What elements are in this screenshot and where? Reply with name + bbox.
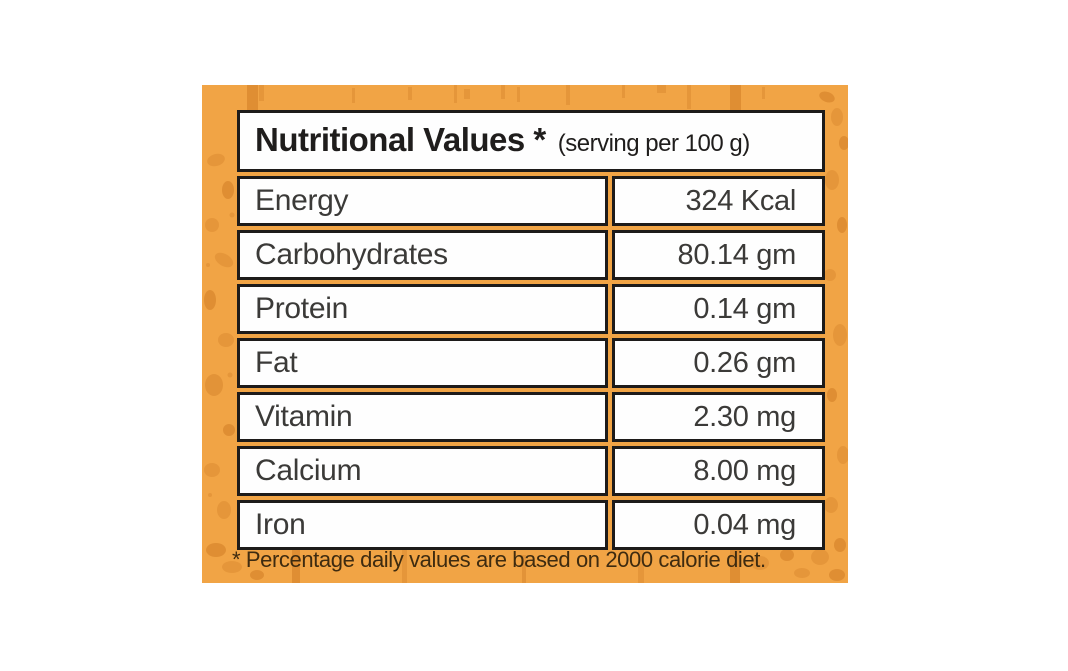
nutrient-value: 324 Kcal xyxy=(612,176,825,226)
nutrition-table: Nutritional Values * (serving per 100 g) … xyxy=(237,110,825,550)
table-row: Carbohydrates 80.14 gm xyxy=(237,230,825,280)
nutrient-value: 0.14 gm xyxy=(612,284,825,334)
table-row: Fat 0.26 gm xyxy=(237,338,825,388)
serving-note: (serving per 100 g) xyxy=(557,130,750,157)
table-row: Iron 0.04 mg xyxy=(237,500,825,550)
table-row: Vitamin 2.30 mg xyxy=(237,392,825,442)
nutrient-value: 2.30 mg xyxy=(612,392,825,442)
nutrient-name: Fat xyxy=(237,338,608,388)
table-title: Nutritional Values * xyxy=(255,121,546,158)
nutrition-label-panel: Nutritional Values * (serving per 100 g) … xyxy=(202,85,848,583)
nutrient-name: Protein xyxy=(237,284,608,334)
table-header: Nutritional Values * (serving per 100 g) xyxy=(237,110,825,172)
background-texture xyxy=(204,85,848,583)
table-row: Energy 324 Kcal xyxy=(237,176,825,226)
nutrient-value: 0.26 gm xyxy=(612,338,825,388)
nutrient-name: Vitamin xyxy=(237,392,608,442)
table-row: Calcium 8.00 mg xyxy=(237,446,825,496)
nutrient-value: 0.04 mg xyxy=(612,500,825,550)
nutrient-name: Calcium xyxy=(237,446,608,496)
nutrient-name: Iron xyxy=(237,500,608,550)
nutrient-name: Energy xyxy=(237,176,608,226)
table-row: Protein 0.14 gm xyxy=(237,284,825,334)
nutrient-value: 8.00 mg xyxy=(612,446,825,496)
footnote: * Percentage daily values are based on 2… xyxy=(232,547,766,572)
nutrient-name: Carbohydrates xyxy=(237,230,608,280)
nutrient-value: 80.14 gm xyxy=(612,230,825,280)
